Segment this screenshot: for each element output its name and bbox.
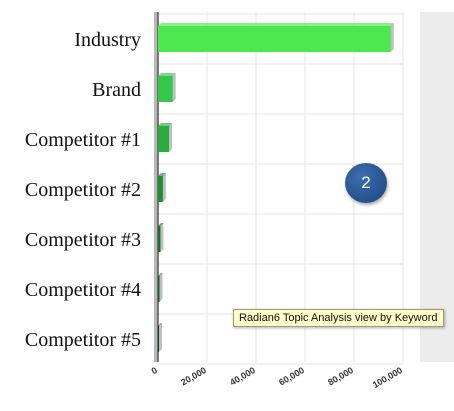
- bar-side-2: [172, 73, 176, 102]
- x-tick-label: 40,000: [228, 365, 257, 387]
- bar-side-3: [169, 123, 173, 152]
- category-label: Competitor #2: [25, 179, 141, 201]
- category-label: Competitor #5: [25, 329, 141, 351]
- bar-5: [158, 226, 161, 252]
- bar-side-6: [159, 273, 163, 302]
- tooltip: Radian6 Topic Analysis view by Keyword: [233, 309, 444, 327]
- category-label: Competitor #3: [25, 229, 141, 251]
- x-tick-label: 80,000: [326, 365, 355, 387]
- bar-2: [158, 76, 173, 102]
- category-label: Competitor #4: [25, 279, 141, 301]
- category-label: Competitor #1: [25, 129, 141, 151]
- bar-4: [158, 176, 163, 202]
- bar-side-5: [160, 223, 164, 252]
- bar-1: [158, 26, 391, 52]
- x-tick-label: 20,000: [179, 365, 208, 387]
- category-label: Brand: [92, 79, 141, 101]
- category-label: Industry: [74, 29, 141, 51]
- bar-top-1: [158, 23, 394, 26]
- x-tick-label: 100,000: [371, 365, 404, 390]
- plot-side-panel: [420, 12, 454, 362]
- bar-top-6: [158, 273, 163, 276]
- y-axis-wall: [154, 12, 158, 362]
- bar-7: [158, 326, 159, 352]
- bar-top-4: [158, 173, 166, 176]
- bar-top-7: [158, 323, 162, 326]
- numbered-marker[interactable]: 2: [345, 163, 387, 203]
- bar-top-5: [158, 223, 164, 226]
- bar-6: [158, 276, 160, 302]
- x-tick-label: 0: [150, 365, 159, 376]
- bar-side-1: [390, 23, 394, 52]
- bar-top-2: [158, 73, 176, 76]
- x-tick-label: 60,000: [277, 365, 306, 387]
- bar-side-4: [162, 173, 166, 202]
- bar-3: [158, 126, 170, 152]
- bar-top-3: [158, 123, 173, 126]
- bar-side-7: [159, 323, 162, 352]
